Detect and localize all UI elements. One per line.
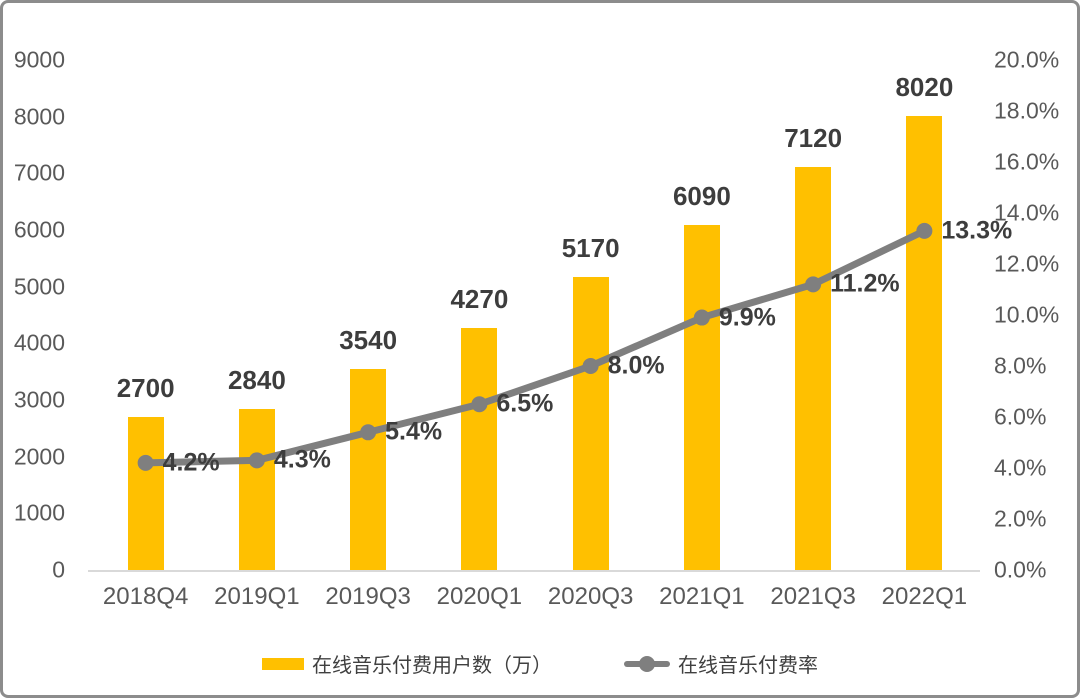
rate-value-label-2019Q1: 4.3% bbox=[273, 445, 331, 474]
x-axis-tick-2019Q1: 2019Q1 bbox=[214, 583, 300, 610]
right-axis-tick-16.0%: 16.0% bbox=[994, 148, 1060, 175]
right-axis-tick-8.0%: 8.0% bbox=[994, 352, 1047, 379]
right-axis-tick-18.0%: 18.0% bbox=[994, 97, 1060, 124]
rate-value-label-2018Q4: 4.2% bbox=[162, 448, 220, 477]
rate-value-label-2021Q1: 9.9% bbox=[718, 303, 776, 332]
bar-value-label-2021Q1: 6090 bbox=[672, 180, 731, 211]
left-axis-tick-4000: 4000 bbox=[13, 329, 65, 356]
bar-2020Q3 bbox=[572, 277, 609, 570]
combo-chart: 0 1000 2000 3000 4000 5000 6000 7000 8000 9000 0.0… bbox=[3, 3, 1077, 695]
bar-value-label-2019Q1: 2840 bbox=[227, 365, 286, 396]
x-axis-tick-2021Q3: 2021Q3 bbox=[770, 583, 856, 610]
bar-value-label-2020Q3: 5170 bbox=[561, 233, 620, 264]
bar-series-swatch-icon bbox=[262, 657, 304, 670]
legend-label-paying-users: 在线音乐付费用户数（万） bbox=[312, 655, 552, 677]
right-axis-tick-2.0%: 2.0% bbox=[994, 505, 1047, 532]
x-axis-tick-2020Q3: 2020Q3 bbox=[547, 583, 634, 610]
rate-value-label-2019Q3: 5.4% bbox=[385, 417, 443, 446]
bar-2022Q1 bbox=[906, 115, 943, 570]
left-axis-tick-8000: 8000 bbox=[13, 103, 65, 130]
right-axis-tick-10.0%: 10.0% bbox=[994, 301, 1060, 328]
line-series-swatch-icon bbox=[624, 655, 670, 672]
rate-value-label-2020Q3: 8.0% bbox=[607, 351, 665, 380]
legend-item-paying-rate: 在线音乐付费率 bbox=[624, 649, 818, 678]
rate-value-label-2021Q3: 11.2% bbox=[830, 269, 900, 298]
right-axis-tick-4.0%: 4.0% bbox=[994, 454, 1047, 481]
right-axis-tick-0.0%: 0.0% bbox=[994, 556, 1047, 583]
rate-value-label-2020Q1: 6.5% bbox=[496, 389, 554, 418]
x-axis-tick-2021Q1: 2021Q1 bbox=[659, 583, 745, 610]
x-axis-tick-2019Q3: 2019Q3 bbox=[325, 583, 411, 610]
left-axis-tick-5000: 5000 bbox=[13, 273, 65, 300]
bar-2019Q1 bbox=[238, 409, 275, 570]
bar-2019Q3 bbox=[350, 369, 387, 570]
right-axis-tick-14.0%: 14.0% bbox=[994, 199, 1060, 226]
chart-legend: 在线音乐付费用户数（万） 在线音乐付费率 bbox=[3, 649, 1077, 678]
rate-value-label-2022Q1: 13.3% bbox=[941, 216, 1013, 245]
bar-value-label-2019Q3: 3540 bbox=[339, 325, 398, 356]
left-axis-tick-1000: 1000 bbox=[13, 499, 65, 526]
x-axis-tick-2022Q1: 2022Q1 bbox=[881, 583, 968, 610]
bar-value-label-2022Q1: 8020 bbox=[895, 71, 954, 102]
left-axis-tick-3000: 3000 bbox=[13, 386, 65, 413]
left-axis-tick-7000: 7000 bbox=[13, 159, 65, 186]
bar-value-label-2021Q3: 7120 bbox=[784, 122, 843, 153]
bar-value-label-2020Q1: 4270 bbox=[450, 284, 509, 315]
bar-2021Q3 bbox=[795, 166, 832, 570]
bar-2021Q1 bbox=[683, 224, 720, 570]
right-axis-tick-6.0%: 6.0% bbox=[994, 403, 1047, 430]
bar-2018Q4 bbox=[127, 417, 164, 570]
left-axis-tick-6000: 6000 bbox=[13, 216, 65, 243]
bar-2020Q1 bbox=[461, 328, 498, 570]
left-axis-tick-2000: 2000 bbox=[13, 443, 65, 470]
left-axis-tick-9000: 9000 bbox=[13, 46, 65, 73]
legend-item-paying-users: 在线音乐付费用户数（万） bbox=[262, 649, 552, 678]
left-axis-tick-0: 0 bbox=[52, 556, 65, 583]
x-axis-tick-2020Q1: 2020Q1 bbox=[436, 583, 523, 610]
right-axis-tick-12.0%: 12.0% bbox=[994, 250, 1060, 277]
x-axis-tick-2018Q4: 2018Q4 bbox=[102, 583, 189, 610]
right-axis-tick-20.0%: 20.0% bbox=[994, 46, 1060, 73]
legend-label-paying-rate: 在线音乐付费率 bbox=[678, 655, 818, 677]
x-axis-line bbox=[88, 570, 980, 572]
bar-value-label-2018Q4: 2700 bbox=[116, 373, 175, 403]
